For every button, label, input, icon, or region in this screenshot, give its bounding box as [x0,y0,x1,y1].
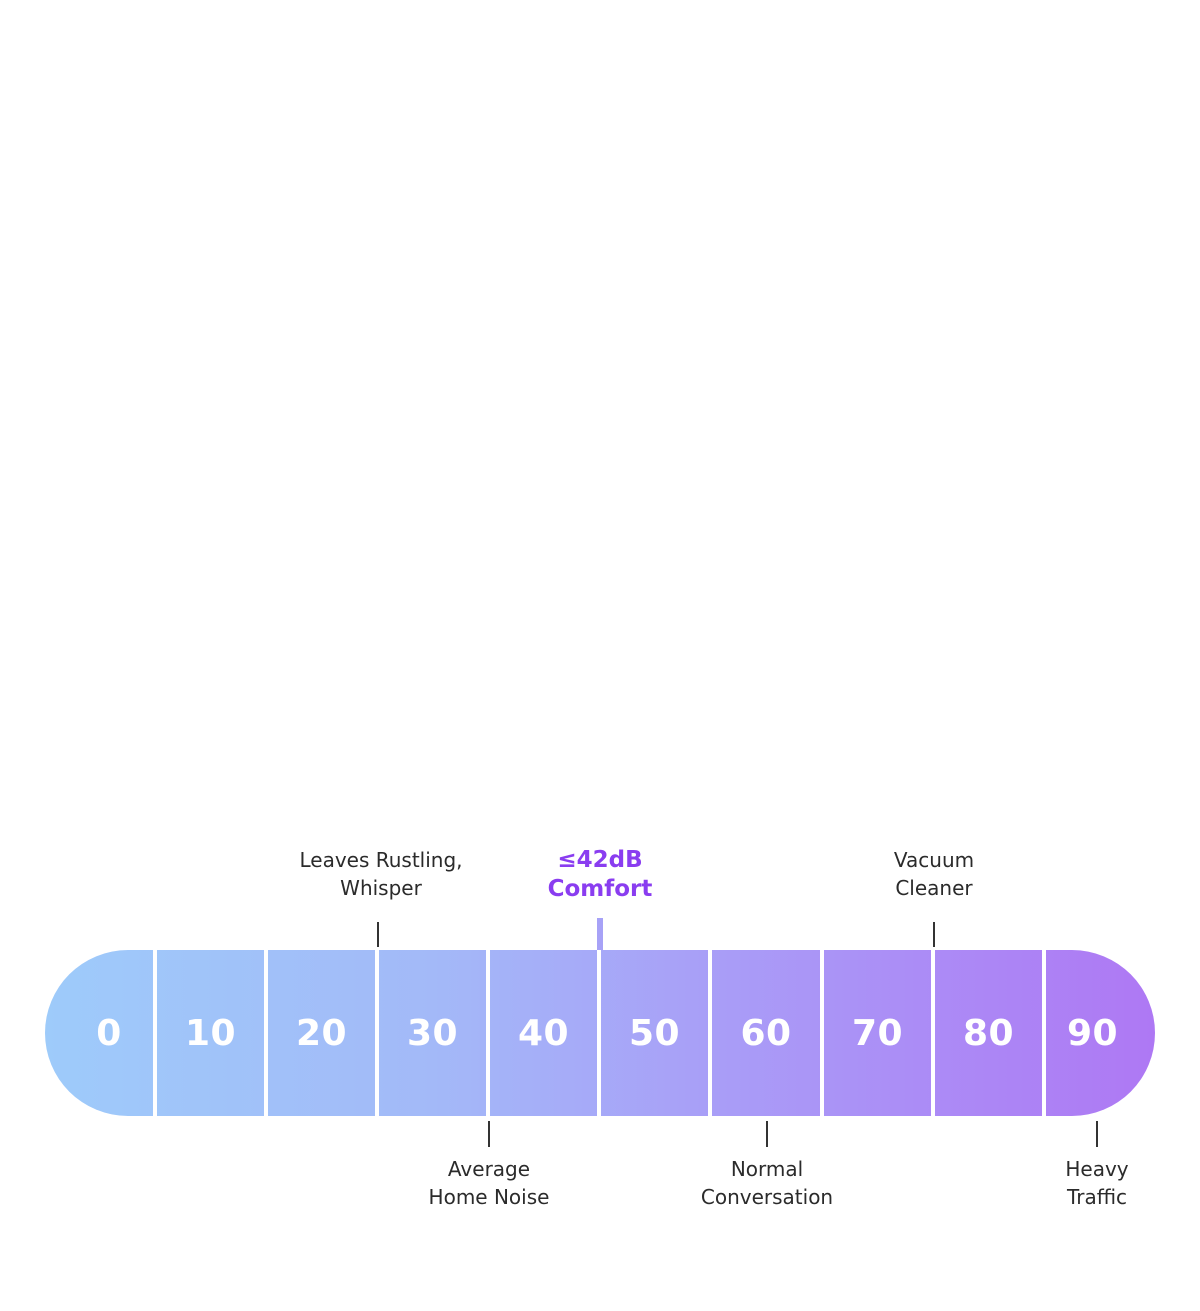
segment-divider [1042,950,1046,1116]
label-average-home-noise: Average Home Noise [389,1155,589,1211]
segment-label: 70 [851,1012,904,1054]
segment-divider [597,950,601,1116]
segment-label: 50 [628,1012,681,1054]
tick-vacuum [933,922,935,947]
segment-60: 60 [712,950,820,1116]
label-line: Normal [730,1157,804,1181]
segment-70: 70 [824,950,931,1116]
segment-divider [708,950,712,1116]
label-vacuum-cleaner: Vacuum Cleaner [834,846,1034,902]
segment-label: 20 [295,1012,348,1054]
segment-divider [486,950,490,1116]
segment-10: 10 [157,950,264,1116]
segment-20: 20 [268,950,375,1116]
segment-label: 90 [1066,1012,1119,1054]
label-line: Whisper [340,876,422,900]
segment-50: 50 [601,950,708,1116]
tick-conversation [766,1121,768,1147]
label-leaves-rustling: Leaves Rustling, Whisper [281,846,481,902]
label-line: Home Noise [428,1185,550,1209]
label-normal-conversation: Normal Conversation [667,1155,867,1211]
label-line: Leaves Rustling, [299,848,463,872]
segment-label: 80 [962,1012,1015,1054]
segment-label: 10 [184,1012,237,1054]
comfort-value: ≤42dB [557,847,643,873]
label-line: Traffic [1066,1185,1128,1209]
segment-90: 90 [1046,950,1155,1116]
comfort-text: Comfort [547,876,653,902]
segment-divider [820,950,824,1116]
label-heavy-traffic: Heavy Traffic [1017,1155,1177,1211]
label-line: Conversation [700,1185,834,1209]
decibel-scale-bar: 0 10 20 30 40 50 60 70 80 90 [45,950,1155,1116]
segment-divider [931,950,935,1116]
label-line: Heavy [1065,1157,1129,1181]
label-comfort: ≤42dB Comfort [500,846,700,904]
label-line: Cleaner [895,876,973,900]
label-line: Average [447,1157,531,1181]
segment-label: 60 [740,1012,792,1054]
segment-30: 30 [379,950,486,1116]
segment-label: 0 [96,1012,122,1054]
segment-0: 0 [45,950,153,1116]
segment-80: 80 [935,950,1042,1116]
segment-divider [264,950,268,1116]
segment-divider [375,950,379,1116]
segment-label: 40 [517,1012,570,1054]
tick-comfort [597,918,603,950]
tick-traffic [1096,1121,1098,1147]
segment-label: 30 [406,1012,459,1054]
tick-leaves [377,922,379,947]
tick-home-noise [488,1121,490,1147]
label-line: Vacuum [893,848,975,872]
segment-40: 40 [490,950,597,1116]
segment-divider [153,950,157,1116]
